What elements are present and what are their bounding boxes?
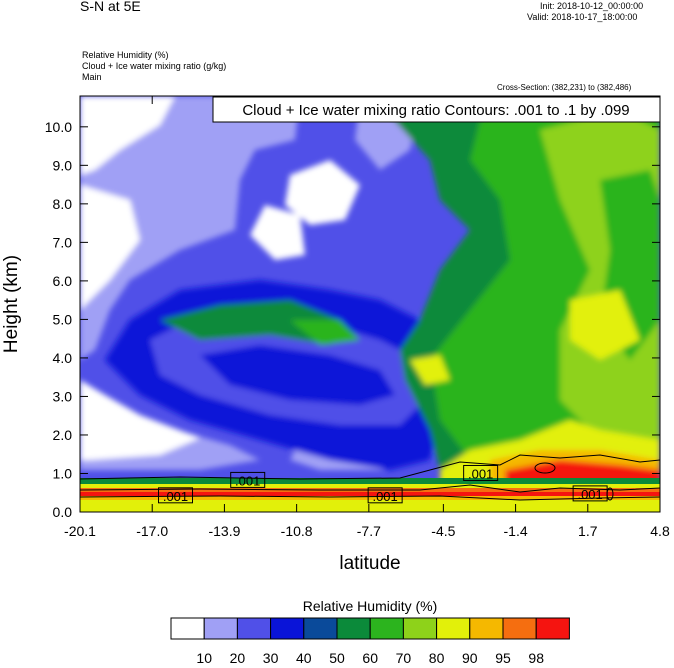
contour-label: .001 — [235, 473, 260, 488]
cross-section-label: Cross-Section: (382,231) to (382,486) — [497, 83, 632, 92]
x-tick-label: -10.8 — [281, 523, 313, 539]
field-label-cloud: Cloud + Ice water mixing ratio (g/kg) — [82, 61, 227, 71]
contour-label-box — [572, 485, 608, 502]
contour-label-box — [158, 487, 194, 504]
colorbar-swatch — [502, 617, 537, 640]
field-label-main: Main — [82, 72, 102, 82]
colorbar-swatch — [170, 617, 205, 640]
colorbar-level-label: 10 — [196, 650, 212, 666]
colorbar-swatch — [469, 617, 504, 640]
colorbar-swatch — [336, 617, 371, 640]
y-axis-label: Height (km) — [1, 255, 22, 353]
y-tick-label: 3.0 — [53, 388, 73, 404]
contour-title-box — [212, 96, 661, 123]
chart-title: Cloud + Ice water mixing ratio Contours:… — [242, 102, 629, 119]
colorbar-level-label: 95 — [495, 650, 511, 666]
colorbar-level-label: 30 — [263, 650, 279, 666]
contour-label-box — [367, 487, 403, 504]
colorbar-level-label: 98 — [528, 650, 544, 666]
y-tick-label: 7.0 — [53, 234, 73, 250]
colorbar-swatch — [436, 617, 471, 640]
colorbar-level-label: 70 — [396, 650, 412, 666]
contour-label: .001 — [372, 489, 397, 504]
colorbar-level-label: 90 — [462, 650, 478, 666]
x-tick-label: 4.8 — [650, 523, 670, 539]
axis-ticks — [79, 96, 661, 513]
y-tick-label: 1.0 — [53, 465, 73, 481]
y-tick-label: 4.0 — [53, 350, 73, 366]
colorbar-swatch — [236, 617, 272, 640]
colorbar-level-label: 40 — [296, 650, 312, 666]
valid-time: Valid: 2018-10-17_18:00:00 — [527, 12, 638, 22]
colorbar-swatch — [369, 617, 404, 640]
colorbar-level-label: 80 — [429, 650, 445, 666]
colorbar-swatch — [303, 617, 338, 640]
x-tick-label: -4.5 — [431, 523, 455, 539]
colorbar-swatch — [270, 617, 305, 640]
field-label-rh: Relative Humidity (%) — [82, 50, 169, 60]
contour-label-box — [463, 464, 499, 481]
contour-label-box — [230, 471, 266, 488]
x-axis-label: latitude — [339, 553, 400, 574]
x-tick-label: -20.1 — [64, 523, 96, 539]
x-tick-label: -1.4 — [504, 523, 528, 539]
colorbar — [170, 617, 570, 640]
colorbar-swatch — [402, 617, 438, 640]
plot-frame — [79, 95, 661, 513]
x-tick-label: 1.7 — [578, 523, 598, 539]
init-time: Init: 2018-10-12_00:00:00 — [540, 1, 644, 11]
colorbar-labels: 10 20 30 40 50 60 70 80 90 95 98 — [196, 650, 544, 666]
colorbar-title: Relative Humidity (%) — [303, 598, 438, 614]
contour-label: .001 — [468, 466, 493, 481]
colorbar-swatch — [203, 617, 238, 640]
y-tick-label: 2.0 — [53, 427, 73, 443]
contour-labels: .001 .001 .001 .001 .001 — [158, 464, 608, 504]
y-tick-label: 0.0 — [53, 504, 73, 520]
colorbar-level-label: 20 — [230, 650, 246, 666]
colorbar-level-label: 50 — [329, 650, 345, 666]
y-tick-label: 10.0 — [45, 119, 72, 135]
contour-label: .001 — [577, 487, 602, 502]
x-tick-label: -7.7 — [357, 523, 381, 539]
y-tick-label: 8.0 — [53, 196, 73, 212]
colorbar-swatch — [535, 617, 570, 640]
y-tick-label: 5.0 — [53, 311, 73, 327]
y-tick-label: 9.0 — [53, 157, 73, 173]
contour-label: .001 — [163, 489, 188, 504]
x-tick-label: -17.0 — [136, 523, 168, 539]
colorbar-level-label: 60 — [362, 650, 378, 666]
axis-tick-labels: -20.1 -17.0 -13.9 -10.8 -7.7 -4.5 -1.4 1.7 4.8 0.… — [45, 119, 670, 539]
y-tick-label: 6.0 — [53, 273, 73, 289]
x-tick-label: -13.9 — [208, 523, 240, 539]
rh-field — [80, 96, 660, 512]
plot-title: S-N at 5E — [80, 0, 141, 14]
